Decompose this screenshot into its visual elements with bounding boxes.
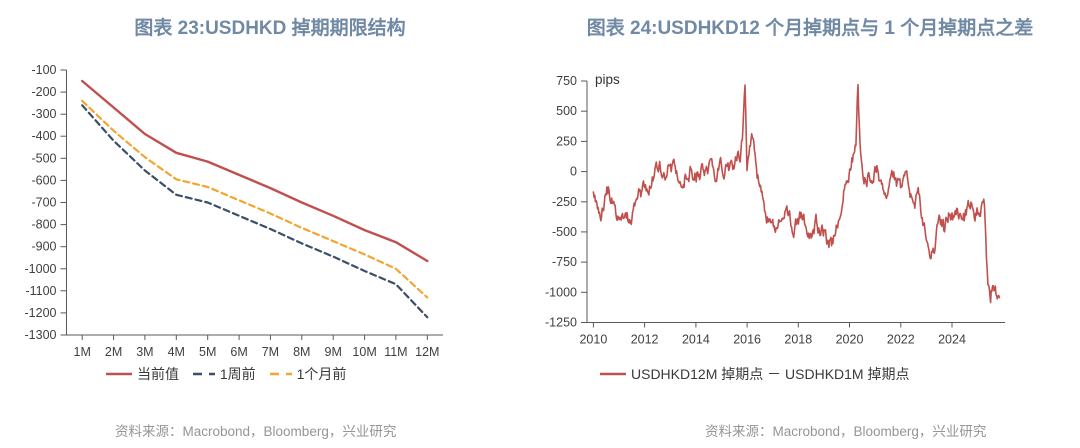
svg-text:-1250: -1250 — [545, 316, 577, 330]
svg-text:-900: -900 — [31, 240, 56, 254]
svg-text:12M: 12M — [415, 345, 439, 359]
svg-text:2M: 2M — [105, 345, 122, 359]
svg-text:11M: 11M — [384, 345, 407, 359]
svg-text:pips: pips — [595, 72, 620, 87]
svg-text:2016: 2016 — [733, 333, 761, 347]
svg-text:-300: -300 — [31, 107, 56, 121]
svg-text:10M: 10M — [352, 345, 376, 359]
svg-text:-700: -700 — [31, 196, 56, 210]
svg-text:2018: 2018 — [784, 333, 812, 347]
svg-text:-1200: -1200 — [25, 306, 57, 320]
svg-text:2010: 2010 — [579, 333, 607, 347]
svg-text:4M: 4M — [168, 345, 185, 359]
svg-text:-1100: -1100 — [25, 284, 56, 298]
svg-text:-500: -500 — [552, 225, 577, 239]
svg-text:2024: 2024 — [938, 333, 966, 347]
svg-text:-250: -250 — [552, 195, 577, 209]
svg-text:9M: 9M — [325, 345, 342, 359]
svg-text:500: 500 — [556, 104, 577, 118]
svg-text:-800: -800 — [31, 218, 56, 232]
svg-text:-100: -100 — [31, 63, 56, 77]
svg-text:-600: -600 — [31, 173, 56, 187]
svg-text:-1000: -1000 — [545, 285, 577, 299]
svg-text:-200: -200 — [31, 85, 56, 99]
svg-text:1M: 1M — [74, 345, 91, 359]
svg-text:2020: 2020 — [836, 333, 864, 347]
svg-text:-1000: -1000 — [25, 262, 57, 276]
svg-text:-1300: -1300 — [25, 328, 57, 342]
svg-text:-400: -400 — [31, 129, 56, 143]
svg-text:2022: 2022 — [887, 333, 915, 347]
svg-text:0: 0 — [570, 165, 577, 179]
svg-text:-750: -750 — [552, 255, 577, 269]
svg-text:2012: 2012 — [631, 333, 659, 347]
svg-text:7M: 7M — [262, 345, 279, 359]
svg-text:6M: 6M — [230, 345, 247, 359]
svg-text:750: 750 — [556, 74, 577, 88]
svg-text:250: 250 — [556, 134, 577, 148]
svg-text:8M: 8M — [293, 345, 310, 359]
svg-text:3M: 3M — [136, 345, 153, 359]
svg-text:2014: 2014 — [682, 333, 710, 347]
svg-text:5M: 5M — [199, 345, 216, 359]
svg-text:-500: -500 — [31, 151, 56, 165]
